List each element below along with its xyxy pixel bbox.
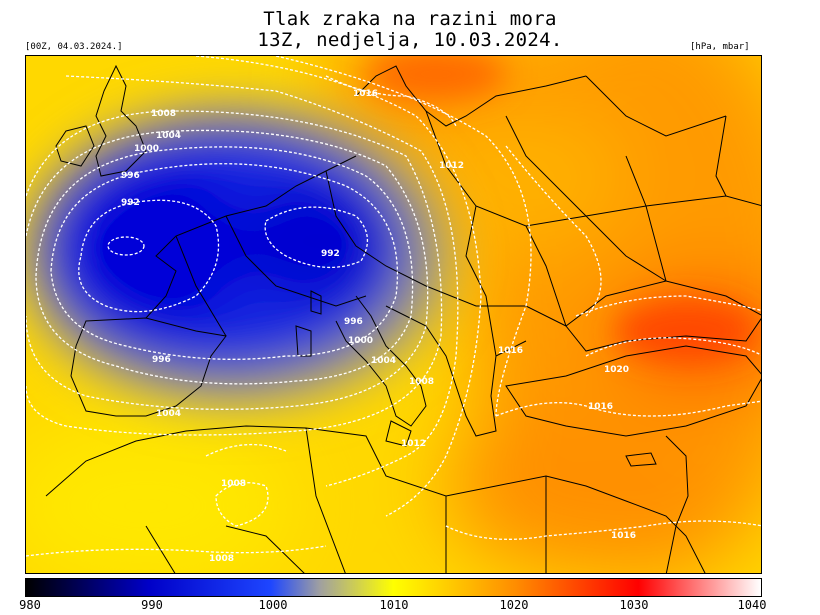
- unit-label: [hPa, mbar]: [690, 42, 750, 52]
- isobar-label: 992: [321, 249, 340, 259]
- isobar-label: 1016: [353, 89, 378, 99]
- model-run-label: [00Z, 04.03.2024.]: [25, 42, 123, 52]
- isobar-label: 1016: [498, 346, 523, 356]
- isobar-label: 1012: [401, 439, 426, 449]
- isobar-label: 1008: [221, 479, 246, 489]
- colorbar-tick: 1000: [258, 598, 288, 612]
- colorbar-tick: 1040: [737, 598, 767, 612]
- isobar-labels: 1008 1004 1000 996 992 992 1016 1012 996…: [121, 89, 636, 564]
- isobar-label: 1000: [134, 144, 159, 154]
- isobar-label: 996: [344, 317, 363, 327]
- pressure-accents: [366, 56, 756, 361]
- map-subtitle-time: 13Z, nedjelja, 10.03.2024.: [257, 29, 563, 51]
- coastlines: [45, 64, 761, 573]
- isobar-label: 1004: [156, 409, 181, 419]
- colorbar-tick: 1010: [379, 598, 409, 612]
- isobar-label: 1016: [611, 531, 636, 541]
- isobars: [26, 56, 761, 557]
- isobar-label: 1004: [371, 356, 396, 366]
- colorbar-tick: 1030: [619, 598, 649, 612]
- low-pressure-field: [26, 106, 451, 406]
- pressure-colorbar: [25, 578, 762, 597]
- isobar-label: 996: [152, 355, 171, 365]
- colorbar-tick: 1020: [499, 598, 529, 612]
- isobar-label: 1012: [439, 161, 464, 171]
- isobar-label: 1008: [151, 109, 176, 119]
- pressure-map-svg: 1008 1004 1000 996 992 992 1016 1012 996…: [26, 56, 761, 573]
- isobar-label: 1000: [348, 336, 373, 346]
- pressure-map: 1008 1004 1000 996 992 992 1016 1012 996…: [25, 55, 762, 574]
- isobar-label: 996: [121, 171, 140, 181]
- isobar-label: 1008: [409, 377, 434, 387]
- colorbar-tick: 980: [19, 598, 41, 612]
- colorbar-tick: 990: [141, 598, 163, 612]
- isobar-label: 1004: [156, 131, 181, 141]
- isobar-label: 1008: [209, 554, 234, 564]
- isobar-label: 1020: [604, 365, 629, 375]
- isobar-label: 992: [121, 198, 140, 208]
- map-title: Tlak zraka na razini mora: [263, 8, 557, 30]
- isobar-label: 1016: [588, 402, 613, 412]
